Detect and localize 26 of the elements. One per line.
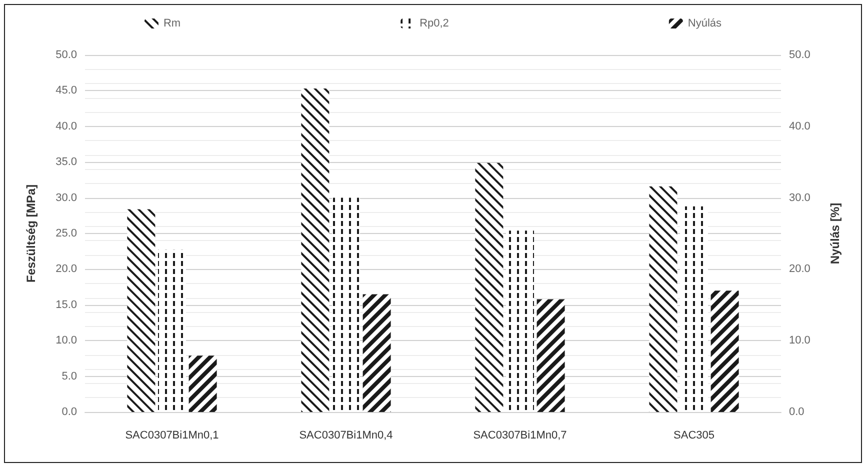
legend-label: Nyúlás xyxy=(688,18,722,30)
legend-label: Rm xyxy=(163,18,181,30)
y2-tick-label: 30.0 xyxy=(789,192,810,204)
x-tick-label: SAC0307Bi1Mn0,7 xyxy=(473,430,567,442)
y-tick-label: 40.0 xyxy=(56,120,77,132)
y-tick-label: 45.0 xyxy=(56,84,77,97)
y-tick-label: 5.0 xyxy=(62,370,77,382)
y-tick-label: 20.0 xyxy=(56,263,77,276)
y-tick-label: 30.0 xyxy=(56,192,77,204)
y2-tick-label: 10.0 xyxy=(789,334,810,347)
y2-axis-title: Nyúlás [%] xyxy=(828,202,842,264)
y-axis-title: Feszültség [MPa] xyxy=(24,184,38,283)
x-tick-label: SAC0307Bi1Mn0,1 xyxy=(125,430,219,442)
y2-tick-label: 20.0 xyxy=(789,263,810,276)
x-tick-label: SAC0307Bi1Mn0,4 xyxy=(299,430,393,442)
y-tick-label: 0.0 xyxy=(62,406,77,418)
legend-label: Rp0,2 xyxy=(420,18,449,30)
y-tick-label: 35.0 xyxy=(56,156,77,168)
y-tick-label: 15.0 xyxy=(56,298,77,311)
x-tick-label: SAC305 xyxy=(674,430,714,442)
y-tick-label: 25.0 xyxy=(56,228,77,240)
y-tick-label: 50.0 xyxy=(56,49,77,61)
y-tick-label: 10.0 xyxy=(56,334,77,347)
y2-tick-label: 0.0 xyxy=(789,406,804,418)
y2-tick-label: 40.0 xyxy=(789,120,810,132)
y2-tick-label: 50.0 xyxy=(789,49,810,61)
